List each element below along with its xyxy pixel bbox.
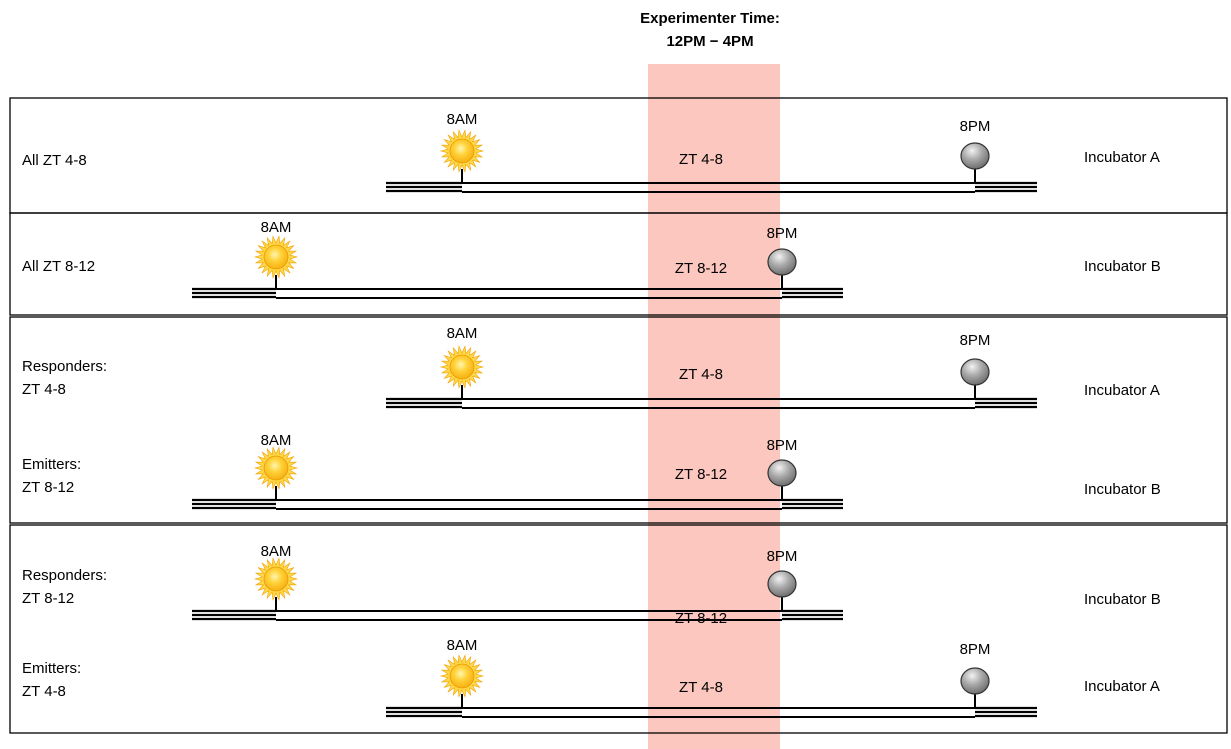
panel-3-frame xyxy=(9,316,1228,524)
experimenter-time-band xyxy=(648,64,780,749)
panel-4-row-1-incubator-label: Incubator B xyxy=(1084,591,1161,608)
experimenter-time-range: 12PM − 4PM xyxy=(666,33,754,50)
experimenter-time-title: Experimenter Time: xyxy=(640,10,780,27)
panel-2-row-1-incubator-label: Incubator B xyxy=(1084,258,1161,275)
panel-1-row-1-moon-icon xyxy=(960,142,990,170)
panel-2-row-1-sun-icon xyxy=(253,235,299,279)
panel-2-row-1-sunset-label: 8PM xyxy=(766,225,798,242)
panel-3-row-2-sunrise-label: 8AM xyxy=(260,432,292,449)
panel-4-row-1-group-label-1: Responders: xyxy=(22,567,108,584)
panel-3-row-1-sunset-label: 8PM xyxy=(959,332,991,349)
panel-3-row-1-window-label: ZT 4-8 xyxy=(679,366,723,383)
panel-2-row-1-sunrise-label: 8AM xyxy=(260,219,292,236)
panel-3-row-1-group-label-1: Responders: xyxy=(22,358,108,375)
panel-3-row-1-sun-icon xyxy=(439,345,485,389)
panel-4-row-2-sunrise-label: 8AM xyxy=(446,637,478,654)
panel-3-row-2-sunset-label: 8PM xyxy=(766,437,798,454)
panel-3-row-2-moon-icon xyxy=(767,459,797,487)
panel-4-row-2-group-label-2: ZT 4-8 xyxy=(22,683,66,700)
panel-2-row-1-moon-icon xyxy=(767,248,797,276)
panel-3-row-1-incubator-label: Incubator A xyxy=(1084,382,1160,399)
panel-4-row-2-sunset-label: 8PM xyxy=(959,641,991,658)
panel-3-row-2-sun-icon xyxy=(253,446,299,490)
panel-4-row-2-group-label-1: Emitters: xyxy=(22,660,82,677)
panel-4-row-1-sunset-label: 8PM xyxy=(766,548,798,565)
panel-4-row-1-window-label: ZT 8-12 xyxy=(674,610,728,627)
panel-3-row-2-group-label-1: Emitters: xyxy=(22,456,82,473)
panel-1-frame xyxy=(9,97,1228,214)
panel-1-row-1-sunset-label: 8PM xyxy=(959,118,991,135)
panel-3-row-1-sunrise-label: 8AM xyxy=(446,325,478,342)
panel-1-row-1-sun-icon xyxy=(439,129,485,173)
panel-4-row-1-sunrise-label: 8AM xyxy=(260,543,292,560)
panel-3-row-1-group-label-2: ZT 4-8 xyxy=(22,381,66,398)
panel-4-row-2-moon-icon xyxy=(960,667,990,695)
panel-2-row-1-window-label: ZT 8-12 xyxy=(674,260,728,277)
panel-4-row-1-sun-icon xyxy=(253,557,299,601)
panel-1-row-1-incubator-label: Incubator A xyxy=(1084,149,1160,166)
panel-4-row-2-window-label: ZT 4-8 xyxy=(679,679,723,696)
panel-3-row-1-moon-icon xyxy=(960,358,990,386)
panel-2-frame xyxy=(9,212,1228,316)
panel-1-row-1-group-label-1: All ZT 4-8 xyxy=(22,152,87,169)
panel-2-row-1-group-label-1: All ZT 8-12 xyxy=(22,258,96,275)
panel-4-row-2-sun-icon xyxy=(439,654,485,698)
panel-1-row-1-window-label: ZT 4-8 xyxy=(679,151,723,168)
panel-1-row-1-sunrise-label: 8AM xyxy=(446,111,478,128)
panel-3-row-2-group-label-2: ZT 8-12 xyxy=(22,479,75,496)
panel-3-row-2-window-label: ZT 8-12 xyxy=(674,466,728,483)
panel-4-row-2-incubator-label: Incubator A xyxy=(1084,678,1160,695)
panel-4-frame xyxy=(9,524,1228,734)
panel-4-row-1-moon-icon xyxy=(767,570,797,598)
panel-4-row-1-group-label-2: ZT 8-12 xyxy=(22,590,75,607)
panel-3-row-2-incubator-label: Incubator B xyxy=(1084,481,1161,498)
